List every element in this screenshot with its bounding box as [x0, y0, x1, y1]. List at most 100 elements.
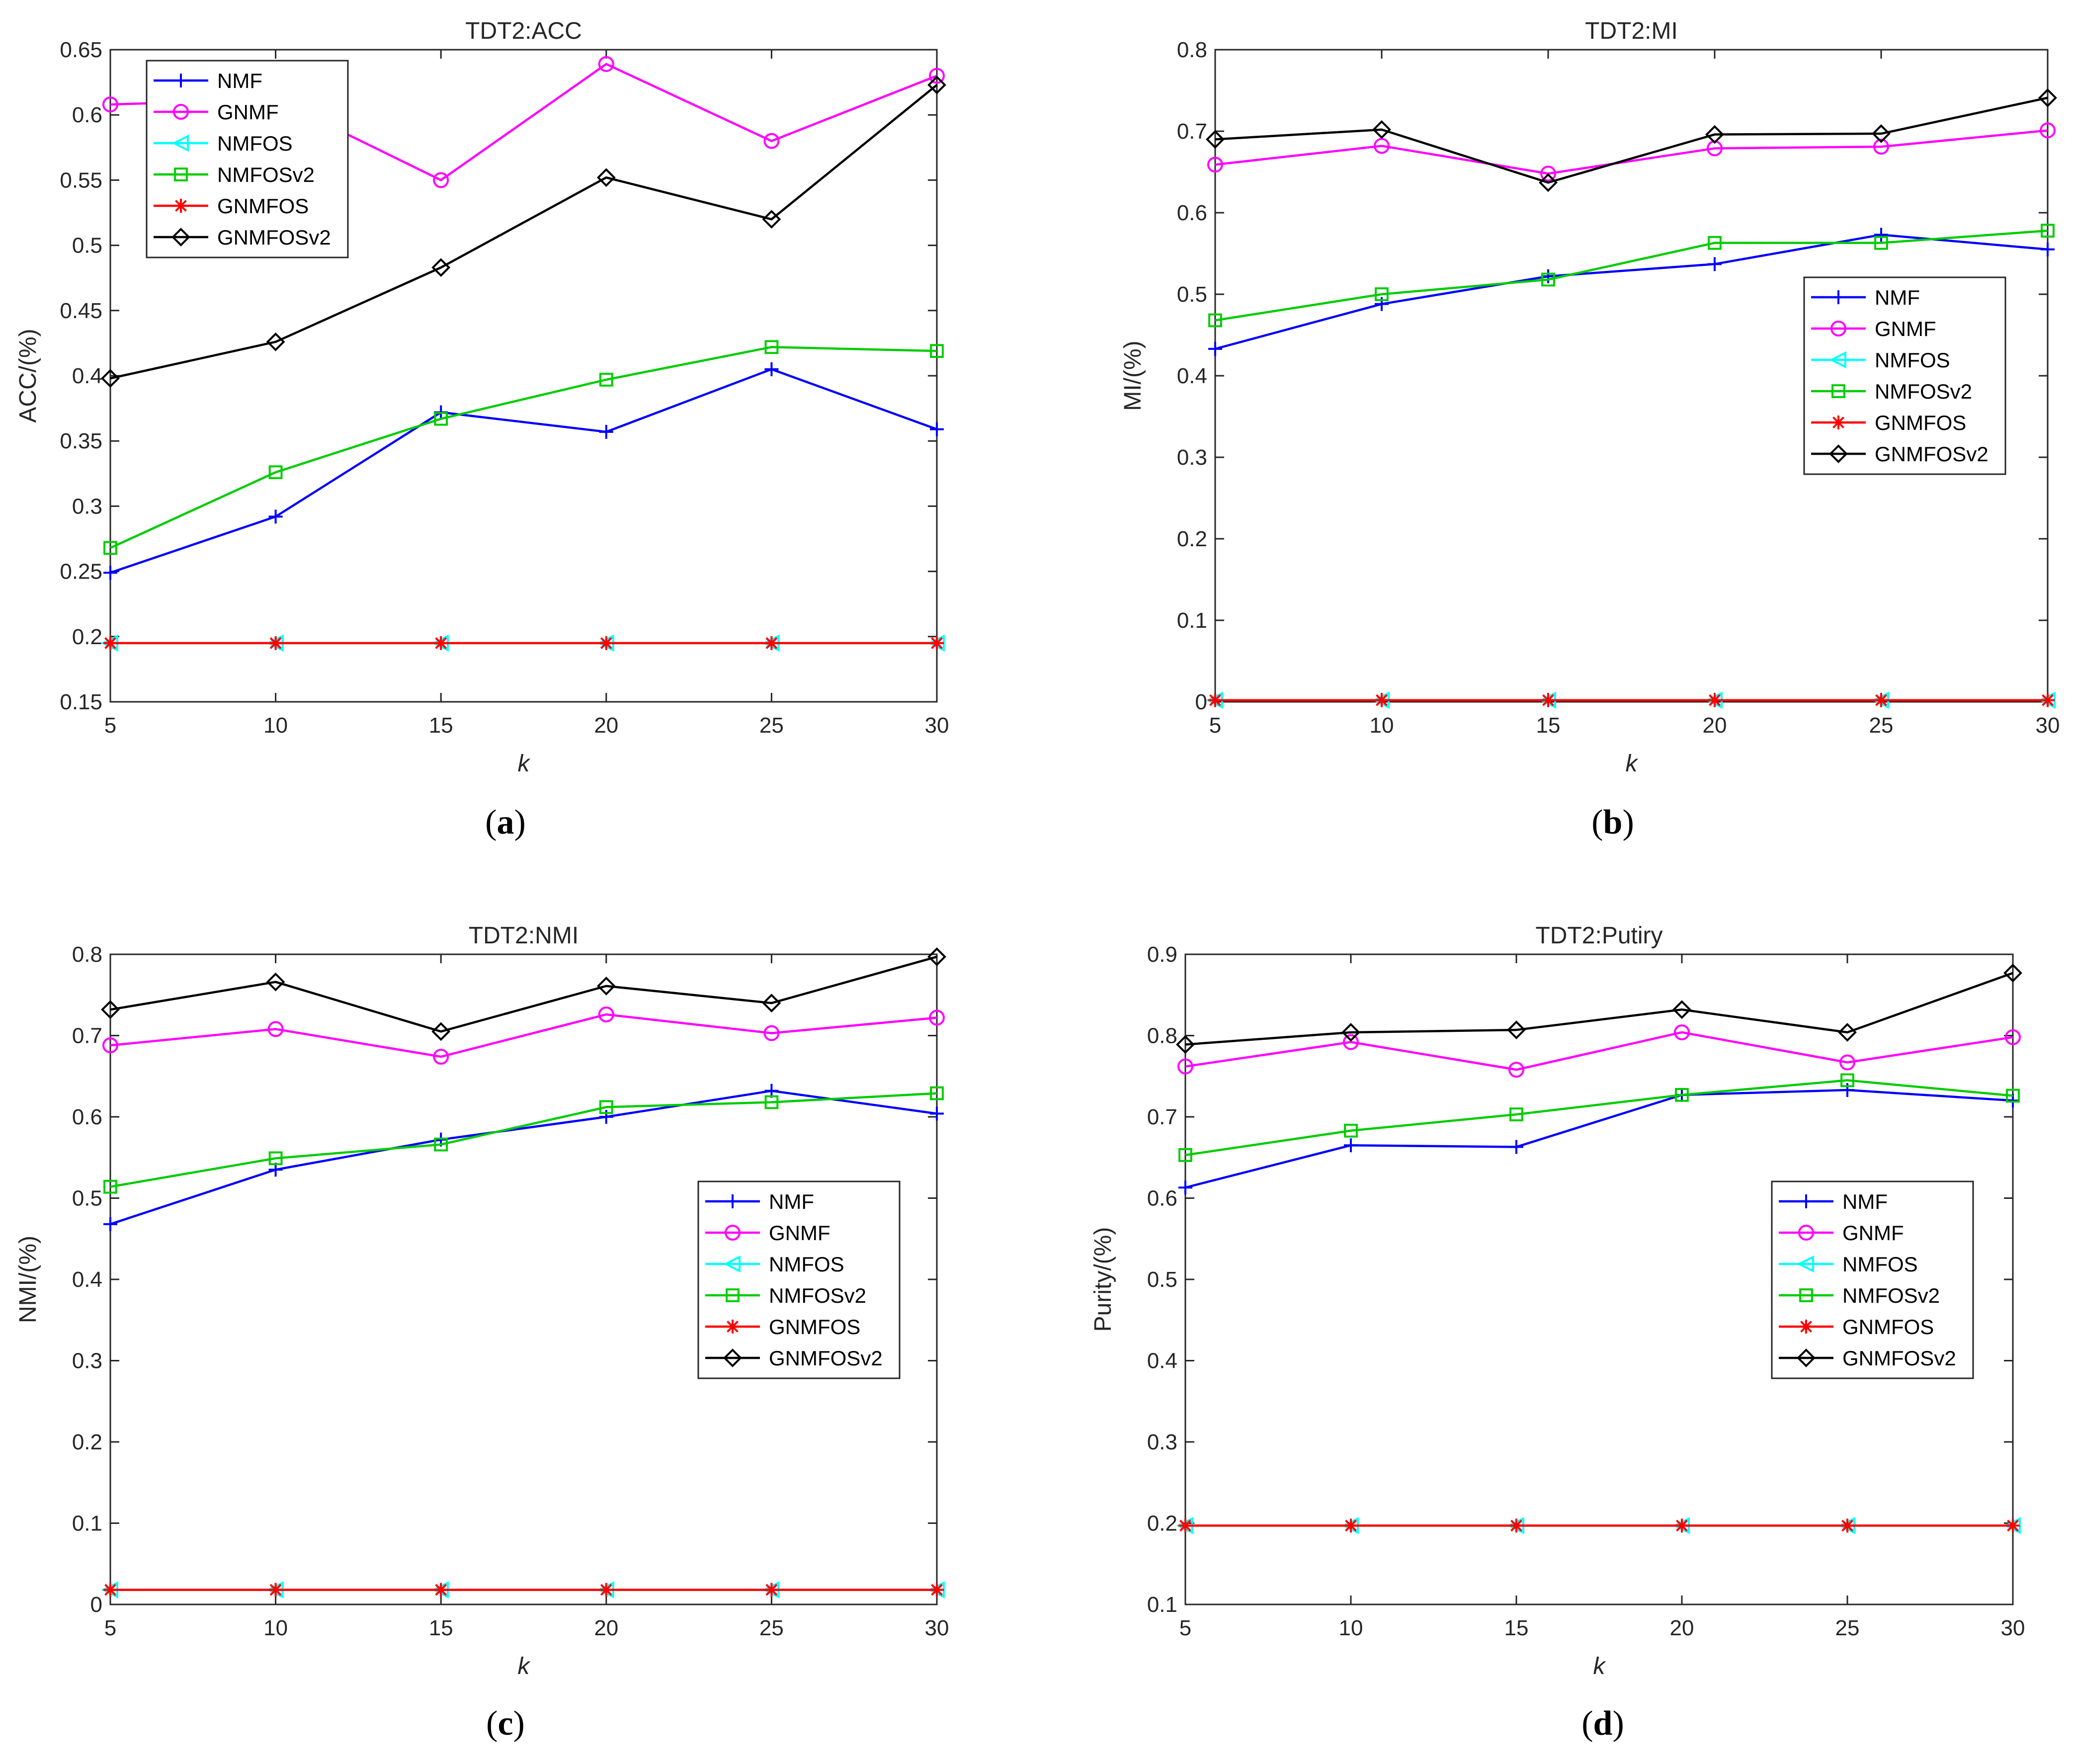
marker-square [1541, 272, 1555, 287]
panel-label: (b) [1591, 803, 1634, 841]
legend-item: GNMF [1779, 1221, 1904, 1245]
data-point [1509, 1140, 1523, 1154]
marker-plus [1874, 228, 1888, 242]
x-tick-label: 5 [1209, 713, 1221, 738]
marker-plus [268, 509, 283, 524]
data-point [1208, 313, 1222, 328]
chart-panel-b: TDT2:MI 0 0.1 0.2 0.3 0.4 0.5 0.6 0.7 0.8 5 10 15 20 2… [1120, 18, 2060, 777]
marker-diamond [1797, 1348, 1816, 1367]
series-line [110, 84, 938, 380]
legend-item: NMF [154, 69, 262, 92]
x-tick-label: 20 [1670, 1616, 1694, 1640]
marker-asterisk [930, 1583, 944, 1597]
legend-item: NMFOSv2 [154, 163, 315, 186]
legend-marker [723, 1255, 741, 1273]
legend-item: NMF [1811, 286, 1920, 309]
marker-asterisk [1541, 693, 1555, 707]
data-point [102, 96, 118, 113]
y-tick-label: 0.2 [72, 625, 102, 649]
y-tick-label: 0.3 [72, 494, 102, 518]
panel-label: (c) [486, 1704, 525, 1743]
data-point [930, 1106, 944, 1121]
data-point [1541, 269, 1555, 283]
data-point [266, 332, 285, 351]
data-point [596, 976, 616, 996]
marker-triangle [171, 134, 189, 152]
marker-square [1344, 1123, 1358, 1138]
marker-diamond [1206, 130, 1225, 149]
legend-marker [1831, 384, 1845, 398]
y-tick-label: 0.7 [1177, 119, 1207, 144]
marker-square [434, 1137, 448, 1152]
data-point [101, 1000, 120, 1019]
x-tick-label: 20 [594, 713, 618, 738]
marker-diamond [927, 947, 946, 966]
legend-marker [726, 1288, 740, 1302]
marker-plus [726, 1194, 740, 1208]
x-tick-label: 5 [1179, 1616, 1191, 1640]
marker-plus [1178, 1180, 1192, 1195]
legend-item: NMFOS [154, 132, 293, 155]
marker-square [103, 1179, 117, 1194]
data-point [2003, 963, 2022, 983]
data-point [599, 1583, 613, 1597]
marker-asterisk [1178, 1518, 1192, 1533]
y-tick-label: 0.3 [1177, 445, 1207, 470]
legend-marker [1797, 1348, 1816, 1367]
y-tick-label: 0.2 [1177, 527, 1207, 551]
series-gnmfosv2 [1176, 963, 2022, 1054]
y-axis: 0.1 0.2 0.3 0.4 0.5 0.6 0.7 0.8 0.9 [1147, 942, 2013, 1617]
marker-square [1675, 1088, 1689, 1102]
marker-square [1375, 287, 1389, 301]
x-tick-label: 15 [1504, 1616, 1529, 1640]
series-line [110, 955, 937, 1033]
legend-label: GNMFOS [217, 194, 309, 218]
marker-circle [1177, 1058, 1193, 1075]
series-gnmfos [103, 1583, 944, 1597]
data-point [433, 172, 449, 188]
y-tick-label: 0.1 [1147, 1593, 1177, 1617]
marker-diamond [2003, 963, 2022, 983]
data-point [1208, 693, 1222, 707]
marker-square [268, 465, 283, 480]
data-point [434, 1137, 448, 1152]
marker-asterisk [764, 636, 779, 650]
legend-label: NMF [217, 69, 262, 92]
marker-triangle [723, 1255, 741, 1273]
y-tick-label: 0.7 [1147, 1105, 1177, 1129]
marker-circle [1674, 1024, 1690, 1040]
marker-square [434, 412, 448, 426]
x-tick-label: 25 [1835, 1616, 1860, 1640]
legend-marker [174, 199, 188, 213]
y-tick-label: 0.4 [72, 1267, 102, 1292]
data-point [103, 1179, 117, 1194]
data-point [1206, 130, 1225, 149]
marker-circle [2040, 122, 2056, 139]
data-point [1873, 139, 1889, 155]
marker-asterisk [930, 636, 944, 650]
legend-item: NMFOSv2 [1779, 1284, 1940, 1307]
data-point [1207, 157, 1223, 173]
series-gnmf [102, 1006, 945, 1065]
data-point [101, 369, 120, 388]
marker-square [2006, 1089, 2020, 1103]
marker-square [764, 340, 779, 354]
marker-circle [267, 1021, 284, 1037]
marker-diamond [101, 1000, 120, 1019]
x-axis: 5 10 15 20 25 30 [104, 954, 949, 1640]
x-tick-label: 20 [1703, 713, 1727, 738]
x-tick-label: 30 [2036, 713, 2060, 738]
series-gnmfos [1178, 1518, 2020, 1533]
legend-label: NMFOS [769, 1253, 844, 1276]
x-tick-label: 25 [1869, 713, 1894, 738]
marker-diamond [1872, 124, 1891, 143]
marker-square [1509, 1107, 1523, 1121]
data-point [1540, 166, 1556, 182]
marker-plus [1344, 1138, 1358, 1153]
data-point [1708, 257, 1722, 271]
legend-marker [1830, 321, 1846, 336]
series-gnmfos [1208, 693, 2055, 707]
x-tick-label: 30 [925, 1616, 949, 1640]
marker-asterisk [2006, 1518, 2020, 1533]
marker-triangle [1797, 1255, 1814, 1273]
